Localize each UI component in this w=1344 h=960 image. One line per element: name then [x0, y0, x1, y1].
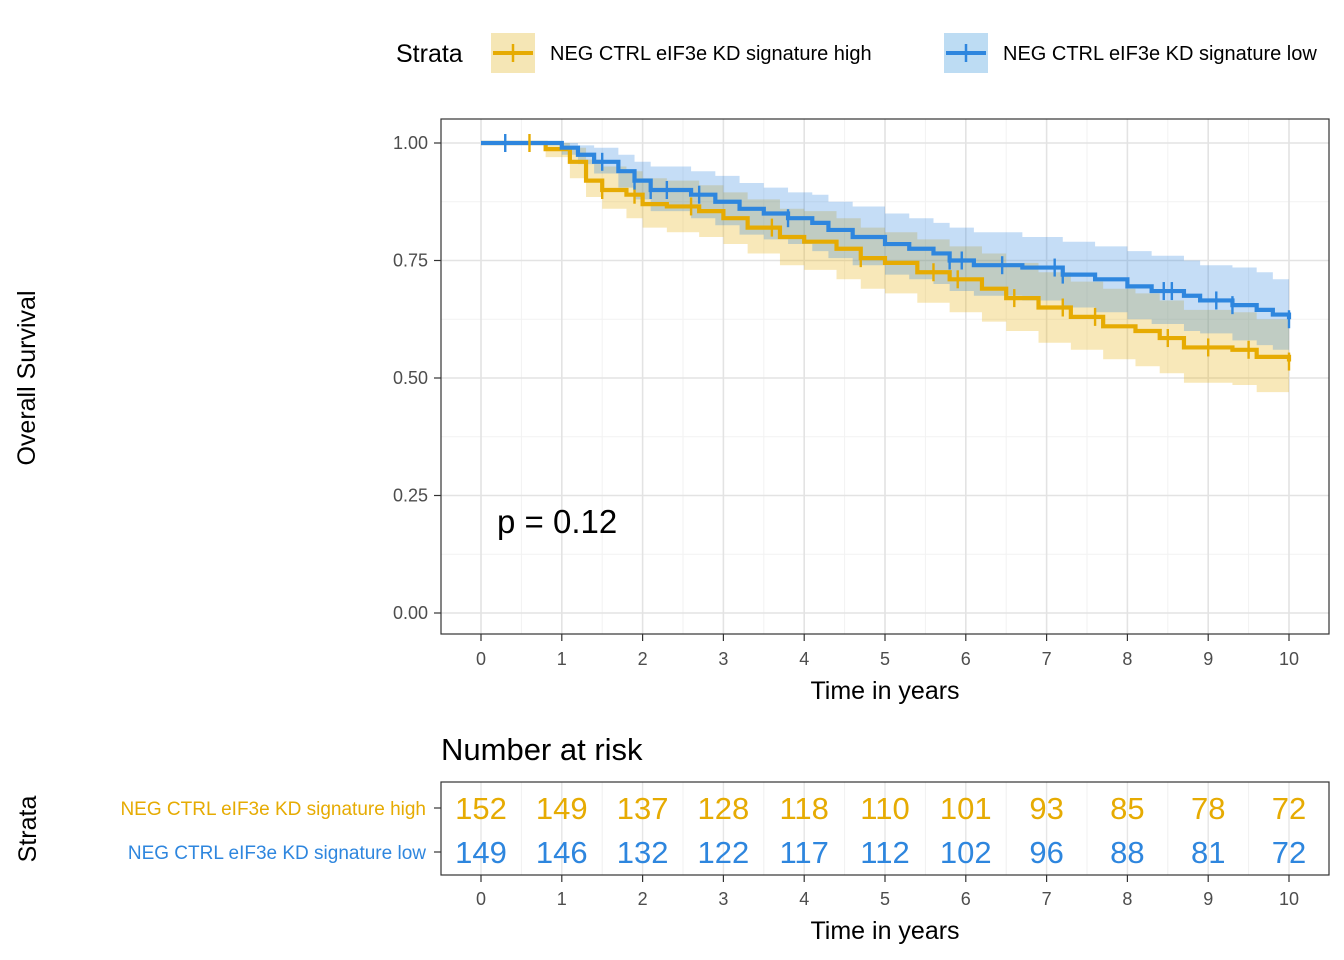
- risk-count: 149: [455, 835, 507, 870]
- x-tick-label: 5: [880, 649, 890, 669]
- x-tick-label: 10: [1279, 649, 1299, 669]
- risk-count: 137: [617, 791, 669, 826]
- legend-title: Strata: [396, 40, 463, 68]
- risk-x-tick-label: 2: [638, 889, 648, 909]
- legend-label-high: NEG CTRL eIF3e KD signature high: [550, 43, 872, 65]
- x-tick-label: 6: [961, 649, 971, 669]
- legend-label-low: NEG CTRL eIF3e KD signature low: [1003, 43, 1317, 65]
- x-tick-label: 8: [1122, 649, 1132, 669]
- risk-count: 81: [1191, 835, 1225, 870]
- risk-count: 110: [860, 791, 909, 826]
- risk-x-tick-label: 4: [799, 889, 809, 909]
- risk-count: 72: [1272, 791, 1306, 826]
- x-tick-label: 9: [1203, 649, 1213, 669]
- p-value-annotation: p = 0.12: [497, 503, 617, 540]
- risk-x-tick-label: 6: [961, 889, 971, 909]
- risk-count: 117: [779, 835, 828, 870]
- risk-x-tick-label: 7: [1042, 889, 1052, 909]
- risk-y-axis-title: Strata: [14, 796, 42, 863]
- x-tick-label: 0: [476, 649, 486, 669]
- risk-x-tick-label: 9: [1203, 889, 1213, 909]
- risk-count: 101: [940, 791, 992, 826]
- risk-count: 102: [940, 835, 992, 870]
- risk-x-axis-title: Time in years: [810, 917, 959, 945]
- risk-x-tick-label: 5: [880, 889, 890, 909]
- risk-count: 128: [698, 791, 750, 826]
- y-tick-label: 0.25: [393, 486, 428, 506]
- risk-count: 85: [1110, 791, 1144, 826]
- y-tick-label: 0.75: [393, 251, 428, 271]
- x-axis-title: Time in years: [810, 677, 959, 705]
- risk-count: 112: [860, 835, 909, 870]
- x-tick-label: 4: [799, 649, 809, 669]
- y-axis-title: Overall Survival: [13, 290, 41, 465]
- risk-count: 149: [536, 791, 588, 826]
- risk-x-tick-label: 0: [476, 889, 486, 909]
- x-tick-label: 2: [638, 649, 648, 669]
- risk-x-tick-label: 3: [718, 889, 728, 909]
- y-axis-ticks: 0.00 0.25 0.50 0.75 1.00: [393, 133, 441, 623]
- risk-count: 152: [455, 791, 507, 826]
- censor-marks: [504, 134, 1291, 371]
- strata-label-low: NEG CTRL eIF3e KD signature low: [128, 843, 426, 864]
- risk-x-tick-label: 1: [557, 889, 567, 909]
- risk-x-tick-label: 8: [1122, 889, 1132, 909]
- risk-count: 132: [617, 835, 669, 870]
- survival-plot: 0 1 2 3 4 5 6 7 8 9 10 0.00 0.25 0.50 0.75 1.00 p = 0.…: [13, 118, 1330, 705]
- risk-x-tick-label: 10: [1279, 889, 1299, 909]
- risk-table: Number at risk NEG CTRL eIF3e KD signatu…: [14, 732, 1330, 945]
- risk-rows: NEG CTRL eIF3e KD signature high 152 149 13…: [120, 791, 1306, 870]
- risk-count: 88: [1110, 835, 1144, 870]
- risk-count: 78: [1191, 791, 1225, 826]
- risk-table-title: Number at risk: [441, 732, 643, 767]
- risk-count: 118: [779, 791, 828, 826]
- x-tick-label: 7: [1042, 649, 1052, 669]
- y-tick-label: 0.00: [393, 603, 428, 623]
- y-tick-label: 1.00: [393, 133, 428, 153]
- strata-label-high: NEG CTRL eIF3e KD signature high: [120, 799, 426, 820]
- risk-count: 93: [1029, 791, 1063, 826]
- x-axis-ticks: 0 1 2 3 4 5 6 7 8 9 10: [476, 634, 1299, 669]
- legend: Strata NEG CTRL eIF3e KD signature high …: [396, 33, 1317, 73]
- y-tick-label: 0.50: [393, 368, 428, 388]
- risk-count: 122: [698, 835, 750, 870]
- confidence-band-low: [481, 143, 1289, 355]
- x-tick-label: 1: [557, 649, 567, 669]
- grid: [441, 119, 1329, 634]
- risk-count: 72: [1272, 835, 1306, 870]
- risk-count: 96: [1029, 835, 1063, 870]
- risk-x-axis-ticks: 0 1 2 3 4 5 6 7 8 9 10: [476, 875, 1299, 909]
- x-tick-label: 3: [718, 649, 728, 669]
- risk-count: 146: [536, 835, 588, 870]
- risk-grid: [441, 782, 1329, 875]
